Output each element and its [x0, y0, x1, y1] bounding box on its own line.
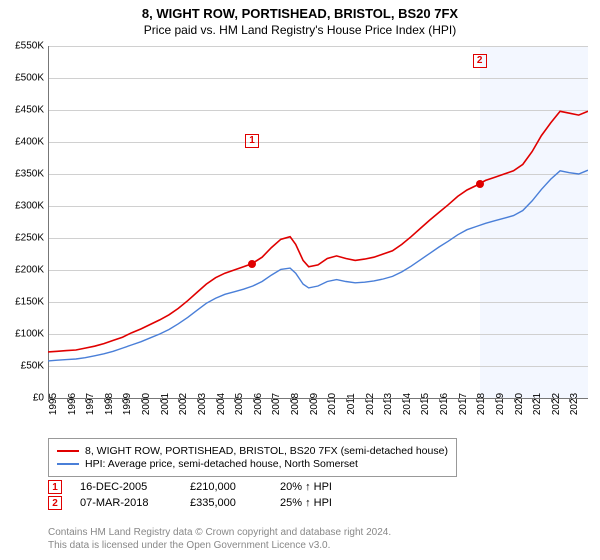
- legend: 8, WIGHT ROW, PORTISHEAD, BRISTOL, BS20 …: [48, 438, 457, 477]
- ytick-label: £50K: [4, 361, 44, 372]
- sale-row-marker: 1: [48, 480, 62, 494]
- attribution-line1: Contains HM Land Registry data © Crown c…: [48, 526, 391, 539]
- series-line: [48, 111, 588, 352]
- sale-row-date: 07-MAR-2018: [80, 497, 190, 509]
- ytick-label: £0: [4, 393, 44, 404]
- x-axis: [48, 398, 588, 399]
- sale-marker-label: 1: [245, 134, 259, 148]
- legend-swatch: [57, 463, 79, 465]
- ytick-label: £150K: [4, 297, 44, 308]
- legend-label: 8, WIGHT ROW, PORTISHEAD, BRISTOL, BS20 …: [85, 445, 448, 457]
- sale-marker-dot: [248, 260, 256, 268]
- ytick-label: £350K: [4, 169, 44, 180]
- ytick-label: £450K: [4, 105, 44, 116]
- ytick-label: £200K: [4, 265, 44, 276]
- sale-row-marker: 2: [48, 496, 62, 510]
- sale-row-date: 16-DEC-2005: [80, 481, 190, 493]
- lines-svg: [48, 46, 588, 398]
- legend-swatch: [57, 450, 79, 452]
- ytick-label: £300K: [4, 201, 44, 212]
- chart-container: { "title": "8, WIGHT ROW, PORTISHEAD, BR…: [0, 0, 600, 560]
- legend-item: 8, WIGHT ROW, PORTISHEAD, BRISTOL, BS20 …: [57, 445, 448, 457]
- sale-row-diff: 25% ↑ HPI: [280, 497, 356, 509]
- sales-table: 1 16-DEC-2005£210,00020% ↑ HPI 2 07-MAR-201…: [48, 478, 356, 512]
- sale-marker-dot: [476, 180, 484, 188]
- ytick-label: £250K: [4, 233, 44, 244]
- ytick-label: £400K: [4, 137, 44, 148]
- chart-subtitle: Price paid vs. HM Land Registry's House …: [0, 21, 600, 43]
- attribution: Contains HM Land Registry data © Crown c…: [48, 526, 391, 552]
- legend-item: HPI: Average price, semi-detached house,…: [57, 458, 448, 470]
- sale-row-price: £210,000: [190, 481, 280, 493]
- chart-title: 8, WIGHT ROW, PORTISHEAD, BRISTOL, BS20 …: [0, 0, 600, 21]
- ytick-label: £100K: [4, 329, 44, 340]
- ytick-label: £550K: [4, 41, 44, 52]
- legend-label: HPI: Average price, semi-detached house,…: [85, 458, 358, 470]
- sale-row-price: £335,000: [190, 497, 280, 509]
- chart-plot-area: £0£50K£100K£150K£200K£250K£300K£350K£400…: [48, 46, 588, 398]
- sale-row: 1 16-DEC-2005£210,00020% ↑ HPI: [48, 480, 356, 494]
- attribution-line2: This data is licensed under the Open Gov…: [48, 539, 391, 552]
- ytick-label: £500K: [4, 73, 44, 84]
- sale-row-diff: 20% ↑ HPI: [280, 481, 356, 493]
- sale-row: 2 07-MAR-2018£335,00025% ↑ HPI: [48, 496, 356, 510]
- sale-marker-label: 2: [473, 54, 487, 68]
